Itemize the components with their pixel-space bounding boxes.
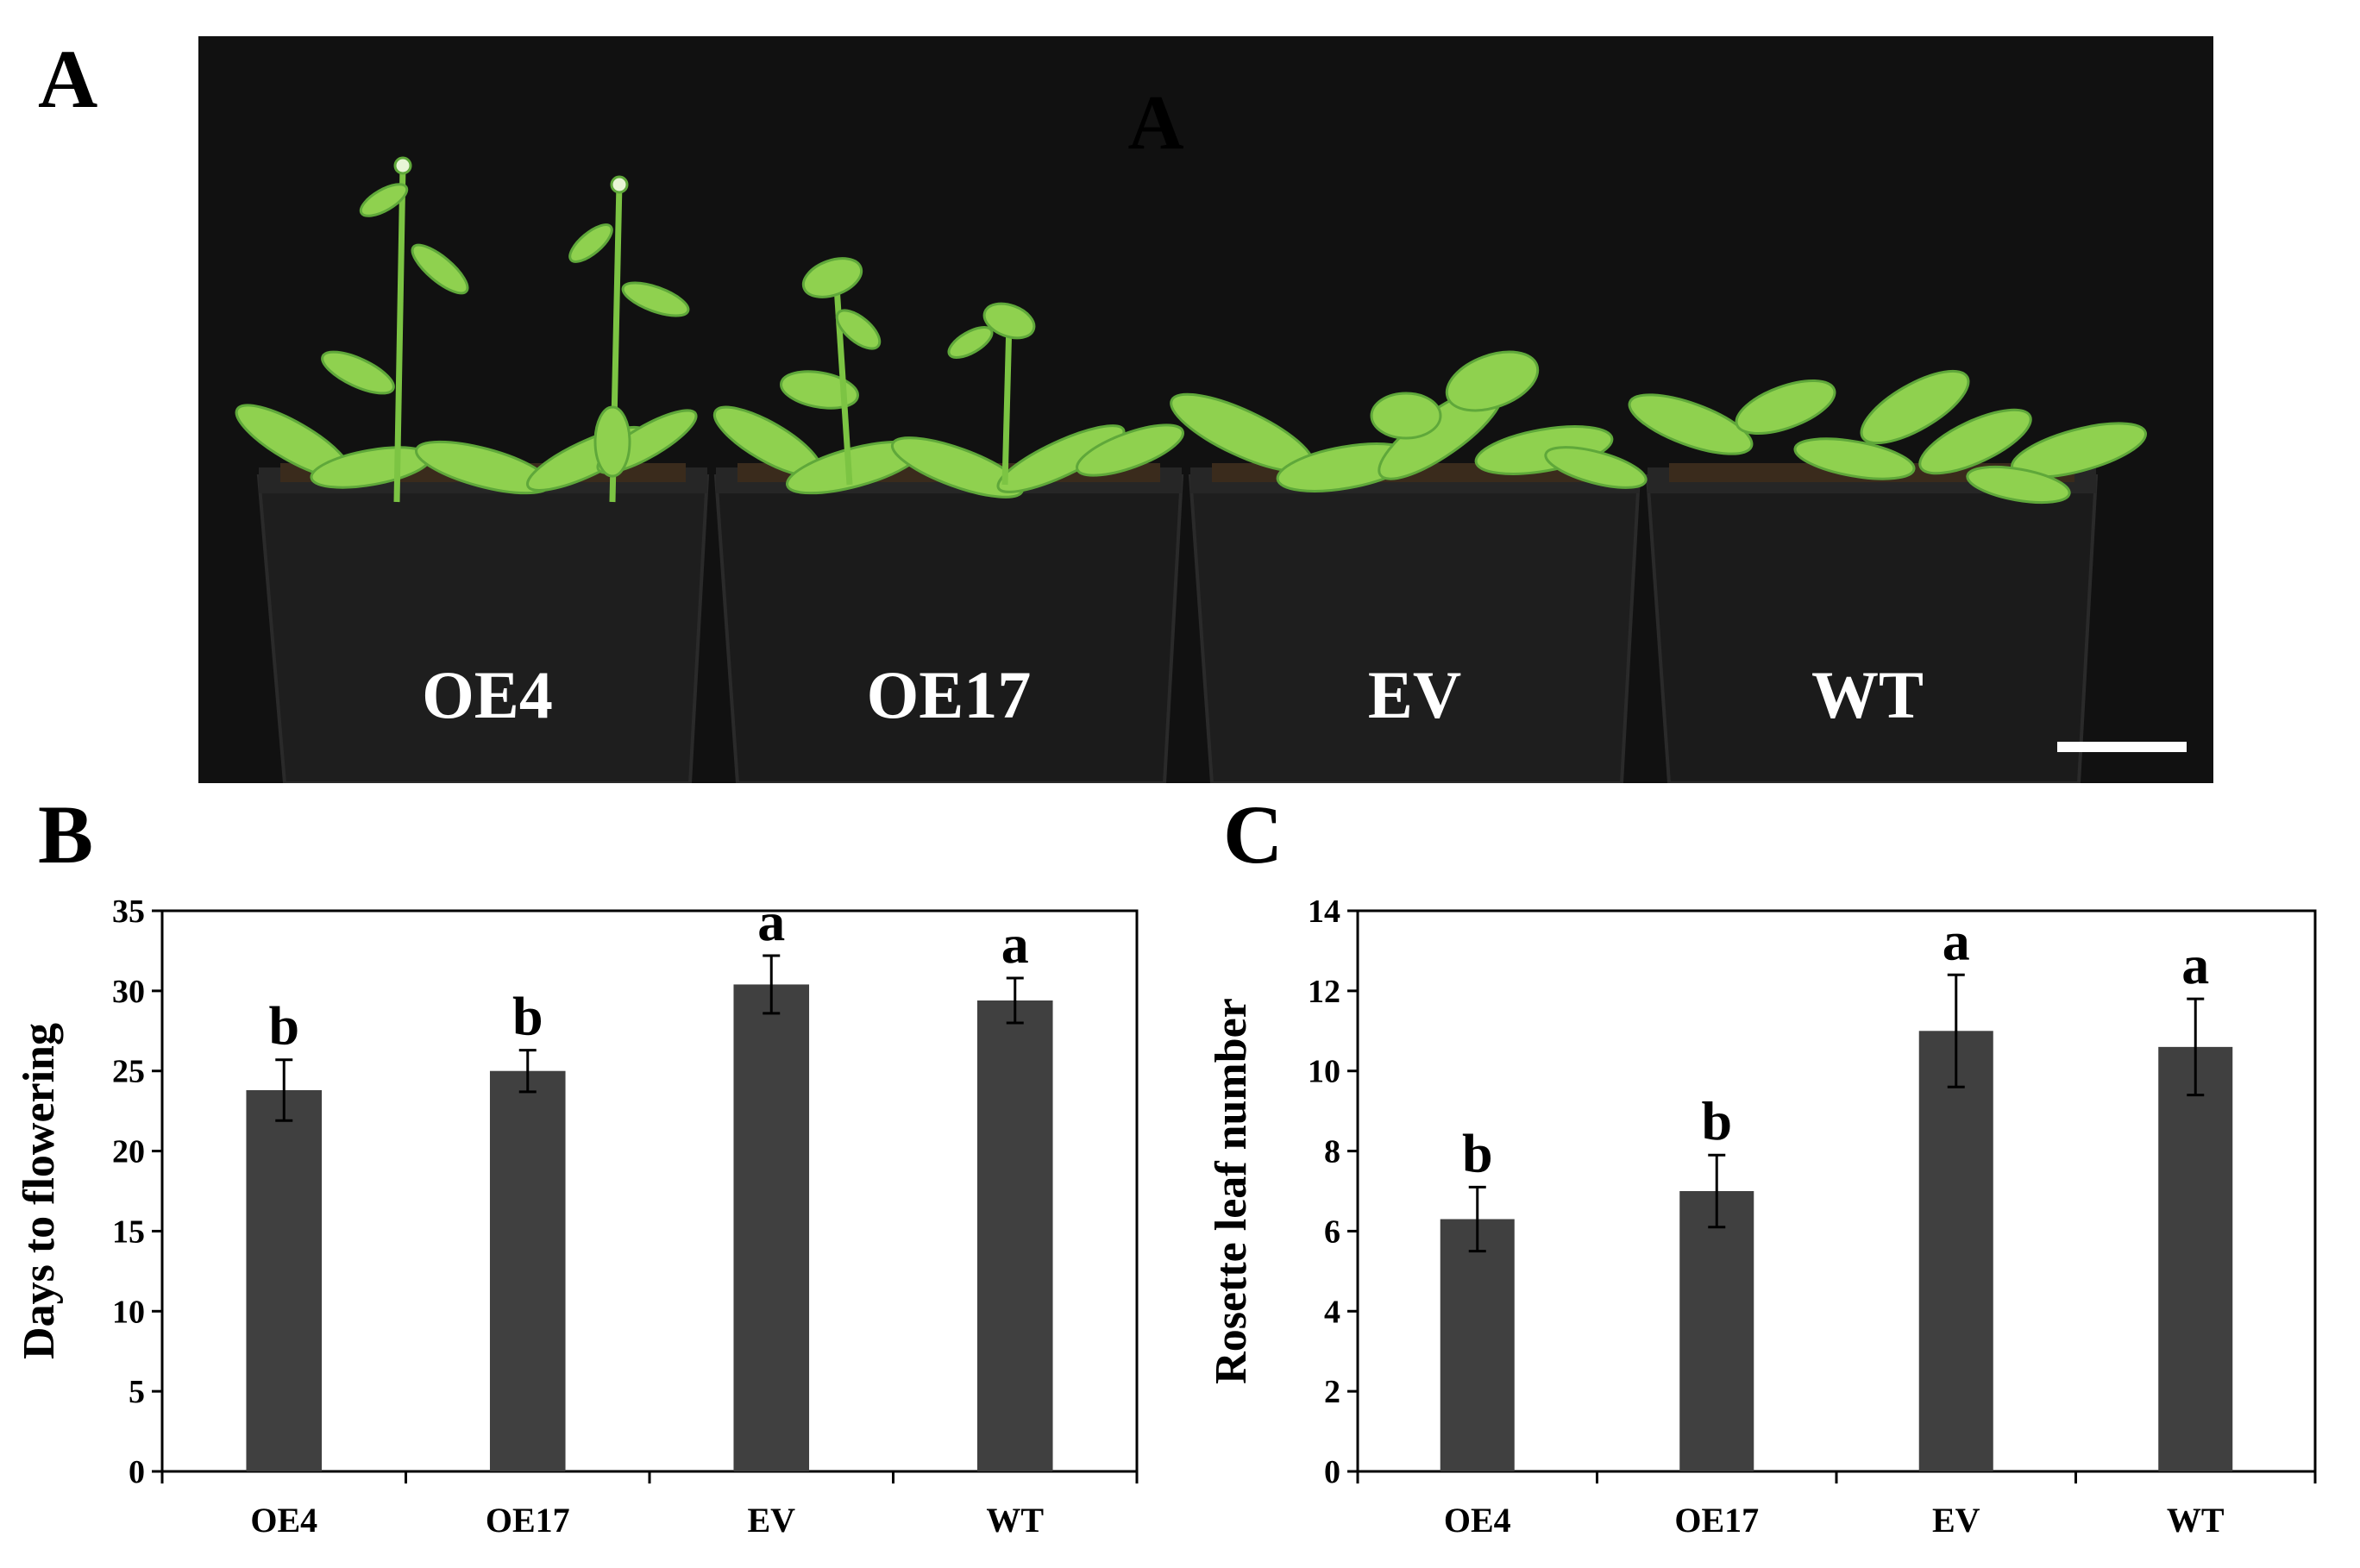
x-tick-label: WT — [2167, 1501, 2225, 1540]
y-tick-label: 14 — [1308, 894, 1340, 930]
y-tick-label: 15 — [112, 1214, 145, 1250]
pot-ev — [1188, 463, 1641, 783]
significance-letter: b — [1701, 1090, 1732, 1151]
pot-label-wt: WT — [1811, 657, 1924, 732]
y-tick-label: 10 — [112, 1294, 145, 1330]
pot-label-ev: EV — [1368, 657, 1461, 732]
photo-inner-letter: A — [1128, 80, 1184, 166]
bar — [976, 1000, 1053, 1471]
y-tick-label: 30 — [112, 974, 145, 1010]
bar — [733, 984, 810, 1471]
x-tick-label: OE4 — [250, 1501, 317, 1540]
x-tick-label: EV — [1932, 1501, 1980, 1540]
panel-letter-c: C — [1223, 788, 1284, 881]
y-tick-label: 12 — [1308, 974, 1340, 1010]
panel-letter-b: B — [38, 788, 94, 881]
y-tick-label: 0 — [1324, 1454, 1340, 1490]
bar — [2158, 1046, 2233, 1471]
y-tick-label: 25 — [112, 1054, 145, 1090]
plant-photo: A — [198, 36, 2213, 783]
y-axis-label: Days to flowering — [15, 1023, 64, 1359]
pot-oe4 — [256, 463, 710, 783]
significance-letter: b — [1462, 1122, 1493, 1183]
significance-letter: a — [757, 891, 785, 952]
x-tick-label: OE4 — [1444, 1501, 1511, 1540]
significance-letter: b — [268, 995, 299, 1057]
y-axis-label: Rosette leaf number — [1207, 998, 1256, 1384]
y-tick-label: 0 — [129, 1454, 145, 1490]
x-tick-label: WT — [986, 1501, 1044, 1540]
y-tick-label: 20 — [112, 1134, 145, 1170]
pot-oe17 — [713, 463, 1184, 783]
y-tick-label: 35 — [112, 894, 145, 930]
y-tick-label: 4 — [1324, 1294, 1340, 1330]
bar — [489, 1070, 566, 1471]
significance-letter: a — [2181, 934, 2209, 995]
pot-label-oe4: OE4 — [422, 657, 553, 732]
significance-letter: b — [512, 986, 543, 1047]
significance-letter: a — [1001, 913, 1029, 975]
bar — [1440, 1219, 1515, 1471]
y-tick-label: 2 — [1324, 1374, 1340, 1410]
plant-wt — [1628, 369, 2148, 505]
x-tick-label: OE17 — [486, 1501, 570, 1540]
scale-bar — [2057, 742, 2187, 752]
pot-label-oe17: OE17 — [867, 657, 1032, 732]
plant-oe4 — [235, 156, 698, 503]
y-tick-label: 5 — [129, 1374, 145, 1410]
bar — [246, 1090, 323, 1471]
bar — [1679, 1191, 1754, 1471]
x-tick-label: OE17 — [1674, 1501, 1759, 1540]
y-tick-label: 6 — [1324, 1214, 1340, 1250]
significance-letter: a — [1943, 910, 1970, 971]
y-tick-label: 10 — [1308, 1054, 1340, 1090]
y-tick-label: 8 — [1324, 1134, 1340, 1170]
plant-ev — [1170, 350, 1648, 492]
x-tick-label: EV — [747, 1501, 795, 1540]
chart-rosette-leaf-number: 0 2 4 6 8 10 12 14 OE4 OE17 EV WT b b a a Rosette leaf n… — [1207, 894, 2317, 1540]
plant-oe17 — [712, 257, 1184, 499]
panel-letter-a: A — [38, 33, 98, 125]
chart-days-to-flowering: 0 5 10 15 20 25 30 35 OE4 OE17 EV WT b b a a Days to flo… — [15, 891, 1139, 1540]
bar — [1918, 1031, 1993, 1471]
pot-wt — [1645, 463, 2099, 783]
